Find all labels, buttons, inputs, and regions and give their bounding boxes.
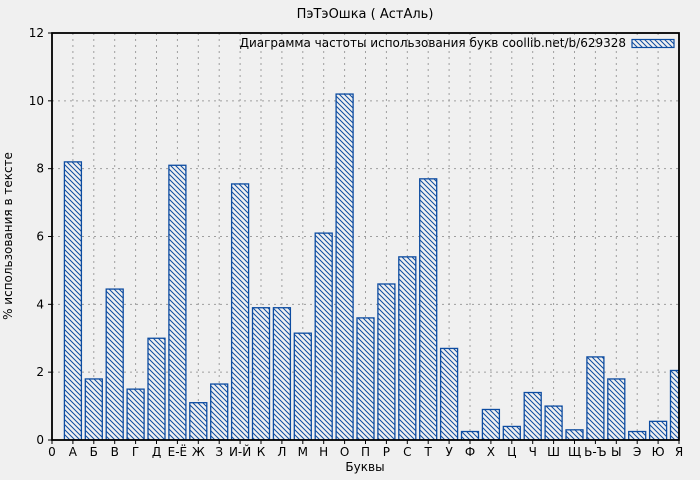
bar-Я (669, 369, 679, 440)
y-tick-label: 8 (36, 162, 44, 176)
y-tick-label: 12 (29, 26, 44, 40)
x-tick-label: Я (675, 445, 683, 459)
bar-Л (272, 307, 292, 440)
bar-Ж (189, 402, 208, 440)
x-tick-label: Б (90, 445, 98, 459)
bar-С (398, 256, 417, 440)
axis-tick-labels: 0 А Б В Г Д Е-Ё Ж З И-Й К Л М Н О П Р С Т У Ф Х Ц Ч Ш Щ Ь-Ъ Ы Э Ю Я024… (29, 26, 683, 459)
bar-Ш (544, 405, 563, 440)
x-tick-label: Х (487, 445, 495, 459)
axis-ticks (48, 32, 680, 444)
x-tick-label: А (69, 445, 78, 459)
y-tick-label: 0 (36, 433, 44, 447)
x-tick-label: С (403, 445, 411, 459)
x-tick-label: Л (277, 445, 286, 459)
x-tick-label: 0 (48, 445, 56, 459)
x-tick-label: В (111, 445, 119, 459)
bar-Ч (523, 391, 542, 440)
bar-Д (147, 337, 166, 440)
x-tick-label: Ч (529, 445, 537, 459)
y-tick-label: 2 (36, 365, 44, 379)
bar-Э (628, 430, 647, 440)
x-tick-label: Ш (547, 445, 560, 459)
legend-swatch-hatched (631, 38, 675, 49)
bar-Х (481, 408, 501, 440)
legend-label: Диаграмма частоты использования букв coo… (240, 36, 626, 50)
bar-Ю (648, 420, 668, 440)
bar-Б (84, 378, 103, 440)
x-tick-label: Ы (611, 445, 622, 459)
x-tick-label: Н (319, 445, 328, 459)
x-tick-label: П (361, 445, 370, 459)
x-tick-label: Ь-Ъ (584, 445, 607, 459)
x-tick-label: Щ (568, 445, 581, 459)
x-tick-label: И-Й (229, 444, 251, 459)
bar-Г (126, 388, 145, 440)
x-tick-label: Р (383, 445, 390, 459)
bar-Ы (607, 378, 626, 440)
bar-И-Й (230, 183, 250, 440)
x-tick-label: Г (132, 445, 139, 459)
y-tick-label: 6 (36, 230, 44, 244)
x-tick-label: Ю (652, 445, 665, 459)
x-tick-label: Ж (192, 445, 205, 459)
x-tick-label: Т (424, 445, 433, 459)
x-tick-label: М (298, 445, 308, 459)
bar-О (335, 93, 354, 440)
bar-Е-Ё (168, 164, 187, 440)
x-tick-label: К (257, 445, 266, 459)
bar-З (210, 383, 229, 440)
bar-А (63, 161, 83, 440)
chart-title: ПэТэОшка ( АстАль) (297, 7, 434, 22)
bar-К (251, 307, 271, 440)
x-tick-label: Э (633, 445, 641, 459)
bar-Щ (565, 429, 584, 440)
y-tick-label: 4 (36, 297, 44, 311)
y-tick-label: 10 (29, 94, 44, 108)
bar-Ц (502, 425, 521, 440)
bar-П (356, 317, 375, 440)
x-tick-label: Ф (465, 445, 475, 459)
x-axis-title: Буквы (345, 460, 384, 474)
bar-М (293, 332, 312, 440)
bar-Т (419, 178, 438, 440)
bar-У (439, 347, 459, 440)
y-axis-title: % использования в тексте (1, 152, 15, 320)
x-tick-label: Ц (507, 445, 516, 459)
bar-В (105, 288, 124, 440)
bar-Н (314, 232, 333, 440)
bar-Р (377, 283, 396, 440)
x-tick-label: У (445, 445, 453, 459)
bars-group (63, 93, 679, 440)
x-tick-label: О (340, 445, 349, 459)
x-tick-label: Е-Ё (168, 444, 188, 459)
x-tick-label: З (215, 445, 223, 459)
bar-Ь-Ъ (586, 356, 605, 440)
bar-Ф (460, 430, 480, 440)
x-tick-label: Д (152, 445, 161, 459)
